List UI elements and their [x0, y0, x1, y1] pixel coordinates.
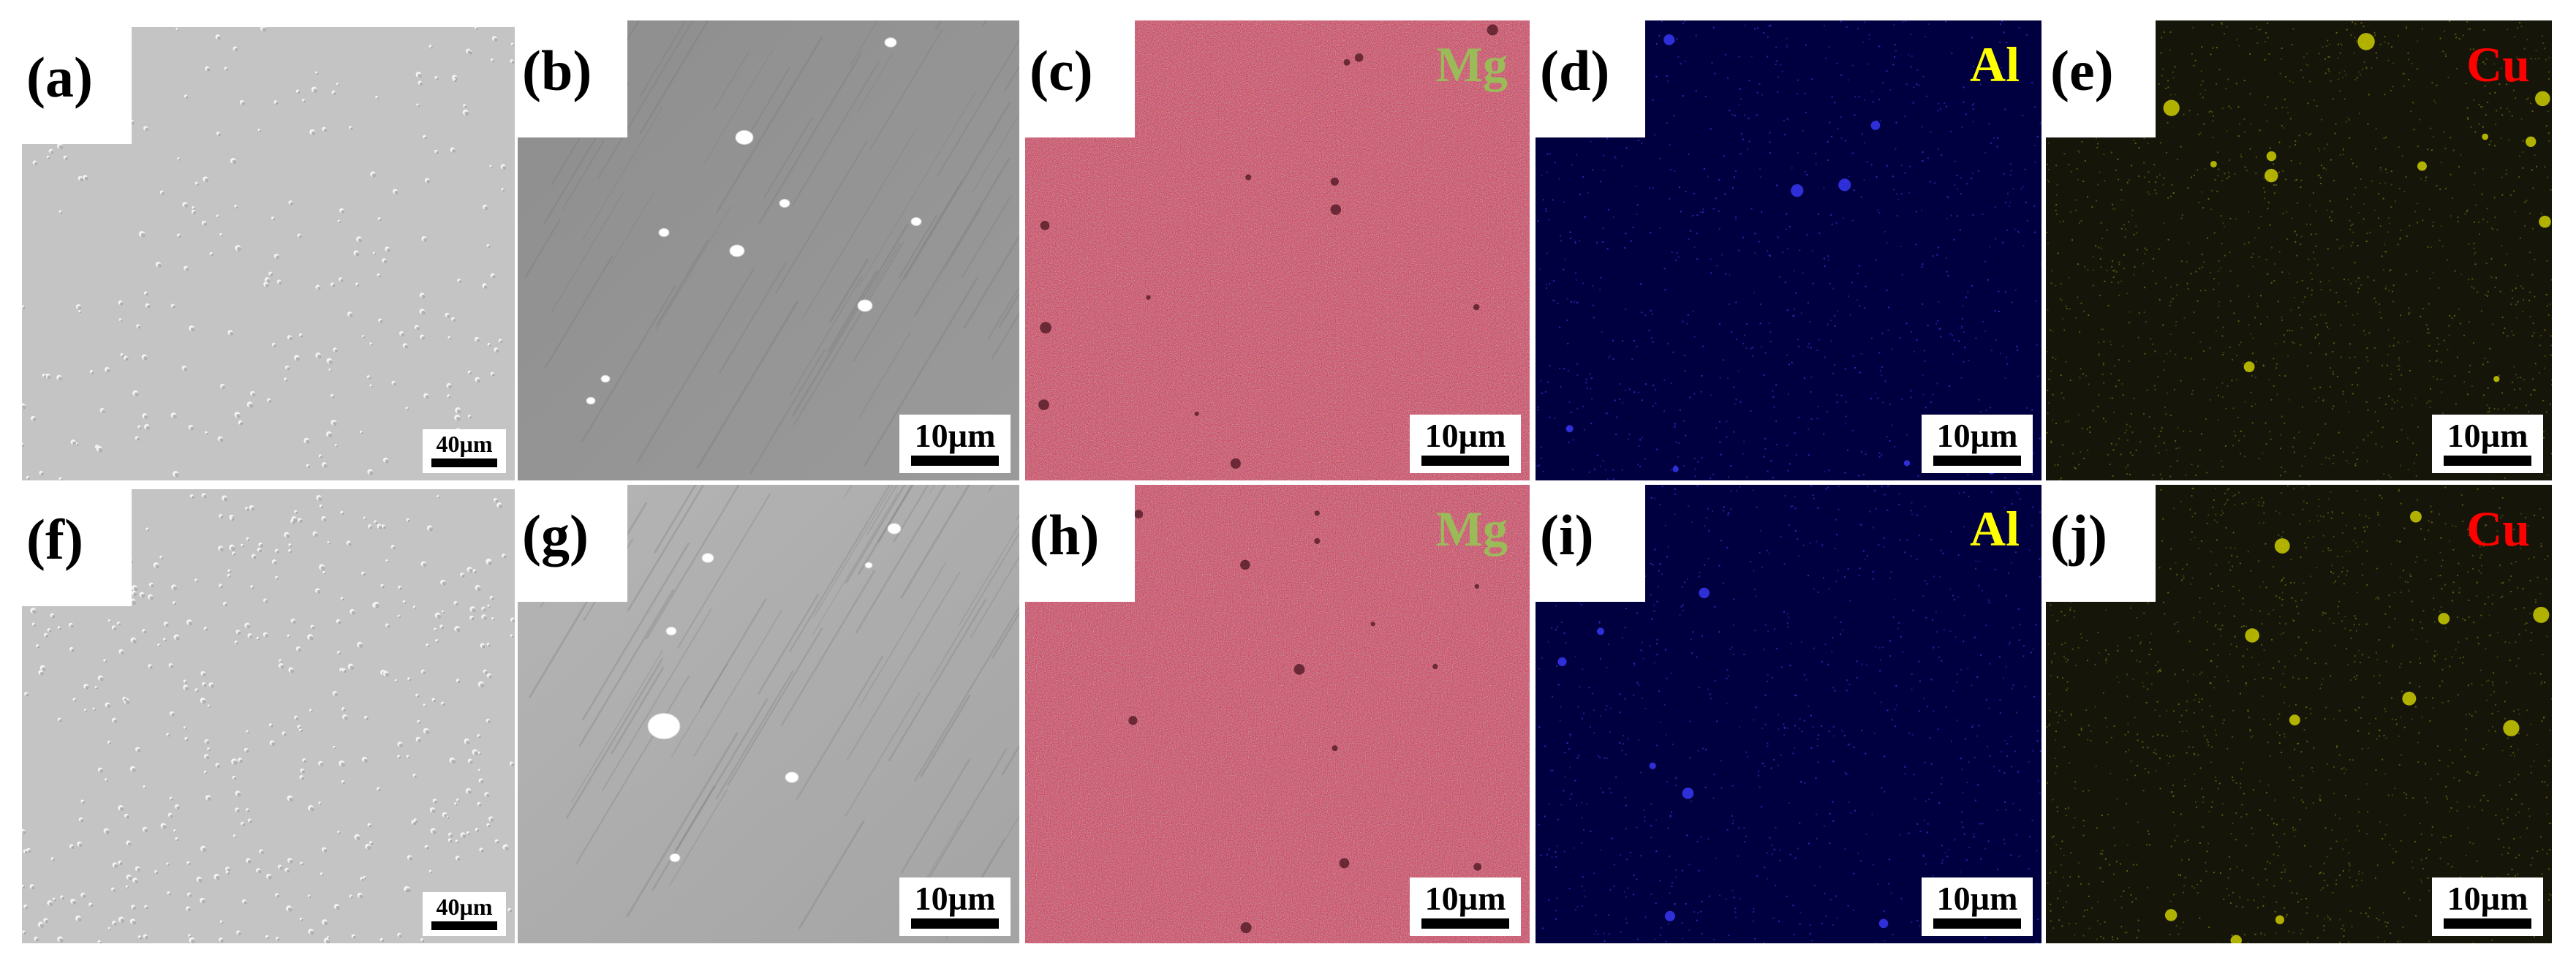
panel-a-scale-bar: 40µm: [423, 429, 506, 473]
panel-h-image: [1025, 485, 1530, 943]
panel-i-scale-line: [1933, 918, 2021, 929]
panel-e-label-box: (e): [2046, 20, 2156, 137]
panel-d-scale-text: 10µm: [1936, 417, 2018, 454]
panel-d-label-box: (d): [1536, 20, 1645, 137]
panel-b-scale-text: 10µm: [914, 417, 996, 454]
panel-h-scale-line: [1421, 918, 1509, 929]
panel-c-scale-bar: 10µm: [1410, 415, 1521, 473]
panel-h-scale-text: 10µm: [1424, 880, 1506, 917]
panel-g-scale-text: 10µm: [914, 880, 996, 917]
panel-e-cu-map: (e) Cu 10µm: [2046, 20, 2552, 480]
panel-g-scale-bar: 10µm: [899, 877, 1011, 936]
panel-d-element-label: Al: [1970, 37, 2020, 92]
panel-h-label-box: (h): [1025, 485, 1135, 602]
panel-h-scale-bar: 10µm: [1410, 877, 1521, 936]
panel-d-al-map: (d) Al 10µm: [1536, 20, 2041, 480]
panel-j-scale-text: 10µm: [2447, 880, 2528, 917]
panel-i-label-box: (i): [1536, 485, 1645, 602]
panel-f-optical-micrograph: (f) 40µm: [22, 489, 515, 943]
panel-b-scale-line: [911, 456, 999, 466]
panel-e-letter: (e): [2050, 39, 2114, 102]
panel-b-sem-image: (b) 10µm: [518, 20, 1019, 480]
panel-e-scale-text: 10µm: [2447, 417, 2528, 454]
panel-e-element-label: Cu: [2466, 37, 2530, 92]
panel-h-mg-map: (h) Mg 10µm: [1025, 485, 1530, 943]
panel-c-letter: (c): [1030, 39, 1093, 102]
panel-b-letter: (b): [522, 39, 592, 102]
panel-g-letter: (g): [522, 503, 589, 567]
panel-i-scale-bar: 10µm: [1922, 877, 2033, 936]
panel-d-scale-bar: 10µm: [1922, 415, 2033, 473]
panel-e-scale-bar: 10µm: [2432, 415, 2543, 473]
panel-j-scale-bar: 10µm: [2432, 877, 2543, 936]
panel-g-label-box: (g): [518, 485, 627, 602]
panel-a-scale-text: 40µm: [436, 431, 493, 457]
panel-e-image: [2046, 20, 2552, 480]
panel-h-element-label: Mg: [1435, 501, 1508, 556]
panel-c-mg-map: (c) Mg 10µm: [1025, 20, 1530, 480]
panel-f-scale-text: 40µm: [436, 894, 493, 920]
panel-j-letter: (j): [2050, 503, 2107, 567]
panel-b-scale-bar: 10µm: [899, 415, 1011, 473]
panel-j-scale-line: [2444, 918, 2531, 929]
panel-d-letter: (d): [1540, 39, 1610, 102]
panel-j-label-box: (j): [2046, 485, 2156, 602]
panel-c-scale-line: [1421, 456, 1509, 466]
panel-i-letter: (i): [1540, 503, 1594, 567]
panel-i-al-map: (i) Al 10µm: [1536, 485, 2041, 943]
panel-d-scale-line: [1933, 456, 2021, 466]
panel-f-letter: (f): [26, 507, 83, 571]
panel-h-letter: (h): [1030, 503, 1100, 567]
panel-j-cu-map: (j) Cu 10µm: [2046, 485, 2552, 943]
panel-j-element-label: Cu: [2466, 501, 2530, 556]
panel-i-element-label: Al: [1970, 501, 2020, 556]
panel-g-sem-image: (g) 10µm: [518, 485, 1019, 943]
panel-i-scale-text: 10µm: [1936, 880, 2018, 917]
panel-c-scale-text: 10µm: [1424, 417, 1506, 454]
panel-a-optical-micrograph: (a) 40µm: [22, 27, 515, 480]
panel-c-label-box: (c): [1025, 20, 1135, 137]
panel-g-scale-line: [911, 918, 999, 929]
panel-f-scale-bar: 40µm: [423, 892, 506, 936]
panel-a-label-box: (a): [22, 27, 132, 144]
panel-a-scale-line: [431, 458, 497, 467]
panel-f-label-box: (f): [22, 489, 132, 606]
panel-e-scale-line: [2444, 456, 2531, 466]
panel-f-scale-line: [431, 921, 497, 930]
panel-c-element-label: Mg: [1435, 37, 1508, 92]
panel-b-label-box: (b): [518, 20, 627, 137]
panel-a-letter: (a): [26, 45, 93, 109]
